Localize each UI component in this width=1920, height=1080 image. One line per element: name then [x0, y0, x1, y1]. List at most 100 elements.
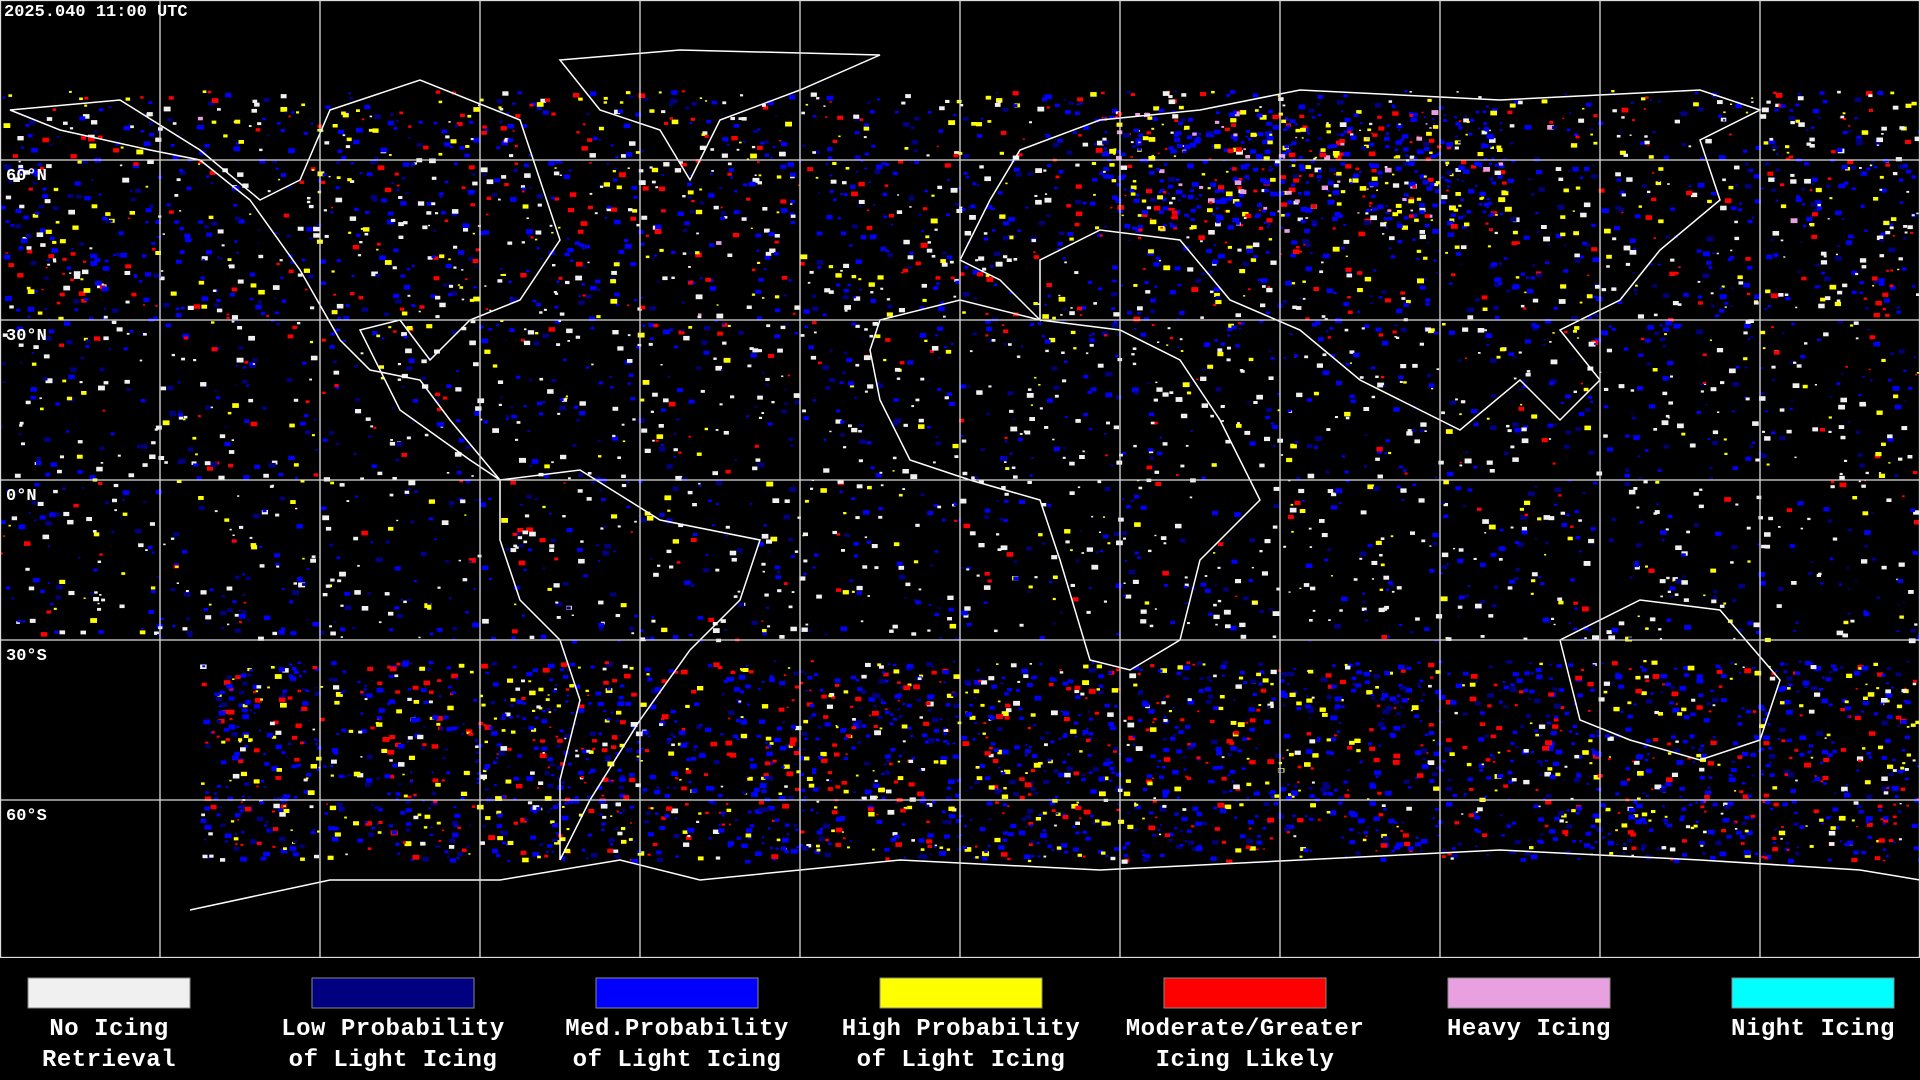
icing-pixel [1739, 202, 1743, 205]
icing-pixel [1552, 125, 1557, 130]
icing-pixel [963, 154, 970, 159]
icing-pixel [1465, 451, 1469, 454]
icing-pixel [959, 272, 965, 276]
icing-pixel [1697, 107, 1704, 112]
icing-pixel [1215, 296, 1222, 300]
icing-pixel [545, 98, 550, 102]
icing-pixel [247, 619, 251, 622]
icing-pixel [801, 111, 805, 115]
icing-pixel [1674, 119, 1680, 124]
icing-pixel [1806, 142, 1812, 146]
icing-pixel [441, 129, 448, 134]
icing-pixel [497, 380, 504, 384]
icing-pixel [950, 187, 958, 193]
icing-pixel [1522, 379, 1527, 383]
icing-pixel [1345, 267, 1352, 272]
icing-pixel [828, 290, 834, 294]
icing-pixel [1507, 586, 1513, 590]
icing-pixel [205, 405, 211, 410]
icing-pixel [320, 686, 324, 688]
icing-pixel [364, 211, 370, 215]
icing-pixel [464, 153, 470, 158]
icing-pixel [919, 306, 925, 310]
icing-pixel [1531, 323, 1537, 327]
icing-pixel [413, 162, 417, 165]
icing-pixel [1125, 594, 1132, 599]
icing-pixel [689, 122, 693, 124]
icing-pixel [629, 141, 636, 146]
icing-pixel [292, 590, 300, 595]
icing-pixel [591, 481, 596, 485]
icing-pixel [1101, 91, 1105, 95]
icing-pixel [927, 380, 930, 382]
icing-pixel [183, 415, 188, 419]
icing-pixel [98, 193, 102, 196]
icing-pixel [892, 456, 897, 460]
icing-pixel [1364, 433, 1368, 436]
icing-pixel [695, 251, 700, 255]
icing-pixel [1710, 568, 1717, 573]
icing-pixel [1445, 429, 1453, 434]
icing-pixel [1013, 576, 1019, 581]
icing-pixel [1266, 407, 1273, 412]
icing-pixel [1345, 416, 1350, 420]
icing-pixel [1406, 299, 1411, 304]
icing-pixel [549, 808, 552, 810]
icing-pixel [755, 233, 761, 238]
icing-pixel [1820, 582, 1824, 585]
icing-pixel [1745, 397, 1750, 401]
icing-pixel [1392, 183, 1400, 188]
icing-pixel [79, 97, 83, 101]
icing-pixel [1133, 198, 1140, 203]
icing-pixel [290, 261, 295, 264]
icing-pixel [1251, 566, 1254, 569]
icing-pixel [840, 193, 843, 195]
icing-pixel [1584, 408, 1591, 413]
icing-pixel [1253, 791, 1260, 796]
icing-pixel [127, 217, 131, 220]
icing-pixel [510, 480, 516, 485]
icing-pixel [1247, 288, 1251, 291]
icing-pixel [1008, 343, 1012, 346]
icing-pixel [787, 374, 791, 377]
icing-pixel [1549, 341, 1552, 343]
icing-pixel [400, 598, 404, 601]
icing-pixel [1695, 820, 1699, 823]
icing-pixel [1239, 269, 1246, 274]
icing-pixel [1004, 440, 1008, 443]
icing-pixel [835, 419, 842, 424]
icing-pixel [1424, 627, 1430, 631]
icing-pixel [1911, 214, 1915, 217]
icing-pixel [1227, 260, 1232, 264]
icing-pixel [1095, 147, 1103, 153]
icing-pixel [499, 396, 503, 399]
icing-pixel [1379, 554, 1383, 557]
icing-pixel [885, 338, 891, 342]
icing-pixel [1135, 193, 1140, 197]
icing-pixel [623, 239, 629, 243]
icing-pixel [1063, 307, 1067, 311]
icing-pixel [258, 729, 261, 732]
icing-pixel [413, 580, 417, 583]
icing-pixel [1145, 290, 1151, 294]
icing-pixel [1277, 393, 1281, 396]
icing-pixel [355, 495, 358, 498]
icing-pixel [965, 691, 968, 694]
icing-pixel [930, 218, 938, 224]
icing-pixel [1755, 458, 1760, 462]
icing-pixel [1579, 550, 1582, 553]
icing-pixel [1277, 409, 1281, 412]
icing-pixel [1020, 345, 1023, 348]
icing-pixel [839, 381, 844, 385]
icing-pixel [691, 199, 695, 203]
icing-pixel [1745, 456, 1752, 461]
icing-pixel [281, 299, 287, 303]
icing-pixel [1543, 344, 1546, 346]
icing-pixel [548, 327, 555, 332]
icing-pixel [1526, 370, 1531, 373]
icing-pixel [1155, 481, 1162, 486]
icing-pixel [571, 614, 574, 616]
icing-pixel [364, 104, 371, 110]
icing-pixel [1570, 578, 1575, 582]
icing-pixel [1332, 664, 1336, 667]
